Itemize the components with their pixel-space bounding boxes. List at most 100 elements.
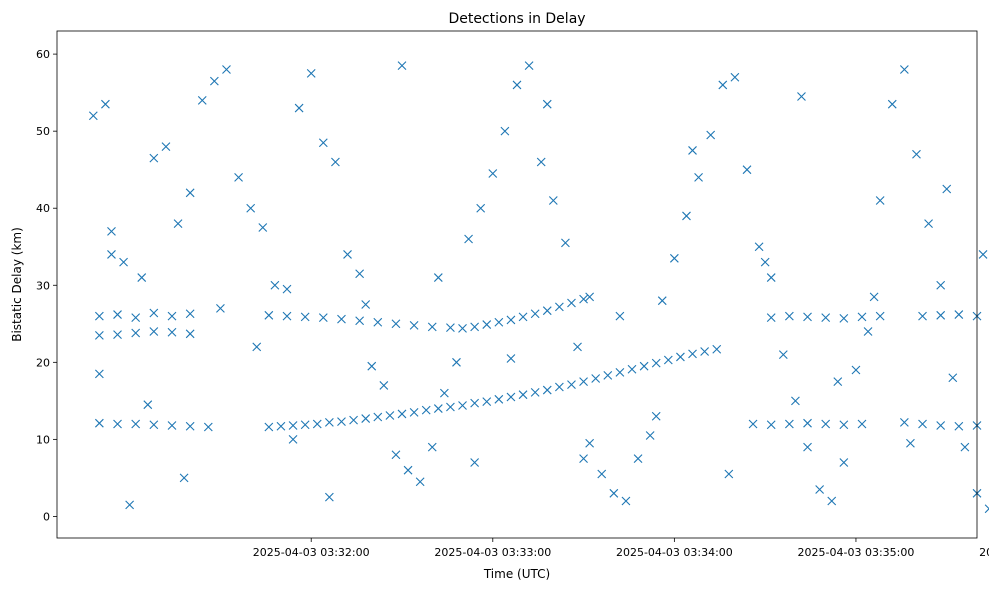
data-point (361, 414, 371, 423)
data-point (561, 238, 570, 248)
y-tick-label: 60 (36, 48, 50, 61)
data-point (639, 361, 649, 371)
data-point (567, 298, 576, 308)
data-point (258, 223, 268, 232)
data-points (88, 61, 989, 514)
data-point (778, 350, 788, 360)
data-point (585, 438, 595, 448)
data-point (216, 303, 225, 313)
data-point (827, 496, 837, 506)
data-point (312, 419, 322, 429)
data-point (324, 492, 334, 502)
data-point (94, 330, 104, 340)
data-point (960, 442, 970, 452)
data-point (318, 313, 328, 323)
data-point (446, 323, 455, 333)
data-point (918, 419, 927, 429)
data-point (815, 485, 825, 494)
data-point (682, 211, 691, 221)
data-point (760, 257, 770, 267)
data-point (706, 130, 716, 140)
data-point (252, 342, 262, 352)
y-axis-ticks: 0 10 20 30 40 50 60 (36, 48, 57, 523)
data-point (700, 347, 710, 356)
data-point (421, 405, 431, 415)
data-point (603, 371, 613, 380)
data-point (730, 72, 740, 82)
data-point (954, 421, 964, 431)
data-point (131, 328, 141, 338)
data-point (984, 504, 989, 514)
data-point (482, 397, 492, 407)
data-point (439, 388, 449, 398)
data-point (839, 314, 849, 323)
data-point (766, 273, 776, 282)
data-point (621, 496, 631, 506)
data-point (887, 99, 897, 109)
data-point (524, 61, 534, 71)
data-point (712, 344, 722, 354)
data-point (470, 398, 480, 408)
data-point (748, 419, 758, 429)
data-point (143, 400, 153, 410)
data-point (875, 311, 885, 321)
data-point (936, 280, 946, 290)
data-point (149, 308, 159, 318)
data-point (542, 99, 552, 109)
data-point (573, 342, 582, 352)
data-point (373, 412, 383, 422)
data-point (197, 95, 207, 105)
data-point (427, 442, 437, 452)
data-point (899, 418, 909, 427)
data-point (403, 465, 413, 475)
data-point (663, 355, 673, 365)
data-point (494, 394, 504, 404)
data-point (615, 311, 625, 321)
data-point (427, 322, 437, 332)
data-point (113, 419, 122, 429)
data-point (615, 367, 625, 377)
data-point (337, 417, 346, 427)
data-point (548, 196, 558, 205)
data-point (542, 385, 552, 395)
data-point (288, 421, 298, 430)
data-point (797, 92, 806, 101)
data-point (107, 226, 116, 236)
data-point (657, 296, 667, 306)
data-point (149, 420, 159, 430)
data-point (452, 357, 461, 367)
data-point (300, 312, 310, 322)
data-point (651, 411, 661, 421)
data-point (409, 320, 419, 330)
data-point (627, 364, 637, 374)
data-point (409, 408, 419, 417)
data-point (222, 65, 231, 74)
data-point (343, 250, 352, 259)
data-point (579, 377, 588, 386)
data-point (518, 390, 528, 400)
data-point (688, 349, 697, 359)
data-point (506, 392, 516, 402)
data-point (482, 320, 492, 329)
data-point (113, 310, 122, 319)
data-point (899, 65, 909, 74)
data-point (912, 149, 921, 159)
data-point (924, 219, 933, 229)
x-tick-label: 2025-04-03 03:36:00 (979, 546, 989, 559)
data-point (337, 314, 346, 324)
data-point (803, 442, 812, 452)
data-point (530, 309, 540, 319)
data-point (288, 434, 298, 444)
data-point (536, 157, 546, 167)
data-point (264, 310, 274, 320)
y-tick-label: 10 (36, 433, 50, 446)
data-point (857, 419, 867, 429)
data-point (149, 327, 159, 336)
data-point (821, 313, 831, 323)
data-point (839, 420, 849, 430)
x-axis-ticks: 2025-04-03 03:32:00 2025-04-03 03:33:00 20… (253, 538, 989, 559)
data-point (234, 173, 243, 182)
data-point (633, 454, 643, 464)
